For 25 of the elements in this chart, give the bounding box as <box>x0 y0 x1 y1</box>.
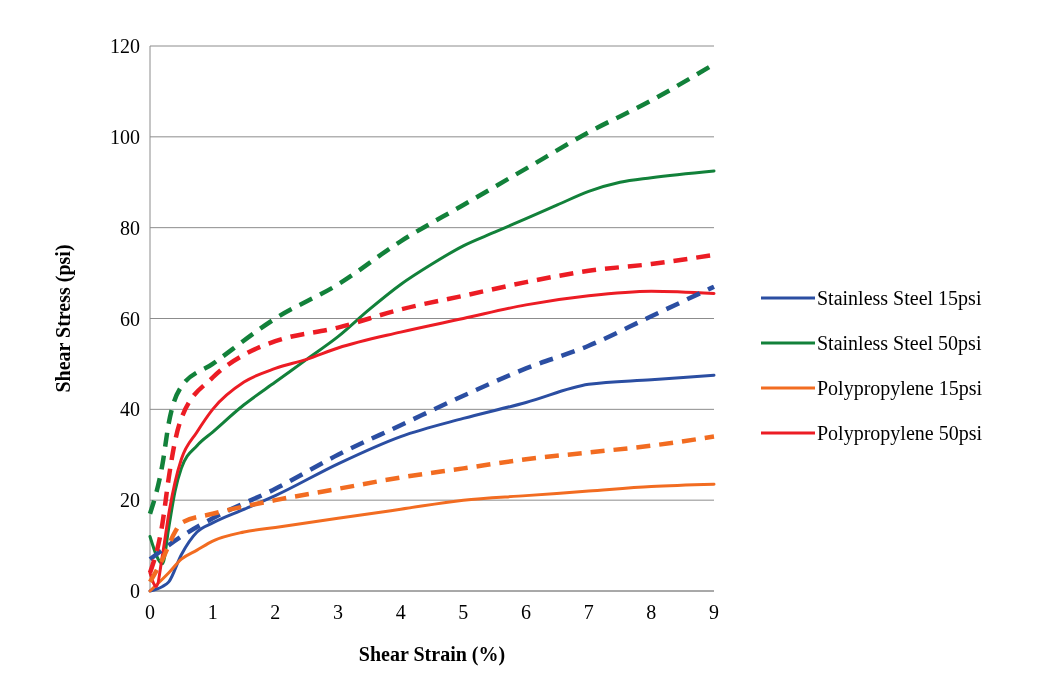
y-tick-label: 40 <box>120 398 140 421</box>
x-tick-label: 3 <box>333 601 343 623</box>
x-tick-label: 7 <box>583 601 594 623</box>
x-tick-label: 2 <box>270 601 281 623</box>
legend-label: Polypropylene 50psi <box>817 422 983 445</box>
line-series <box>148 169 716 566</box>
x-tick-label: 6 <box>521 601 531 623</box>
x-tick-label: 0 <box>145 601 155 623</box>
y-tick-label: 0 <box>130 580 140 602</box>
legend-label: Stainless Steel 50psi <box>817 332 982 355</box>
x-tick-label: 9 <box>709 601 719 623</box>
legend-label: Stainless Steel 15psi <box>817 287 982 310</box>
x-tick-label: 1 <box>207 601 218 623</box>
legend-label: Polypropylene 15psi <box>817 377 983 400</box>
x-tick-label: 8 <box>646 601 657 623</box>
x-tick-label: 5 <box>458 601 469 623</box>
y-tick-label: 80 <box>120 216 140 239</box>
x-tick-label: 4 <box>395 601 406 623</box>
y-tick-label: 20 <box>120 489 140 512</box>
line-series <box>147 434 717 585</box>
y-axis-title: Shear Stress (psi) <box>52 244 75 393</box>
y-tick-label: 60 <box>120 307 140 330</box>
x-axis-title: Shear Strain (%) <box>358 643 506 666</box>
y-tick-label: 100 <box>110 125 140 148</box>
y-tick-label: 120 <box>110 35 140 57</box>
